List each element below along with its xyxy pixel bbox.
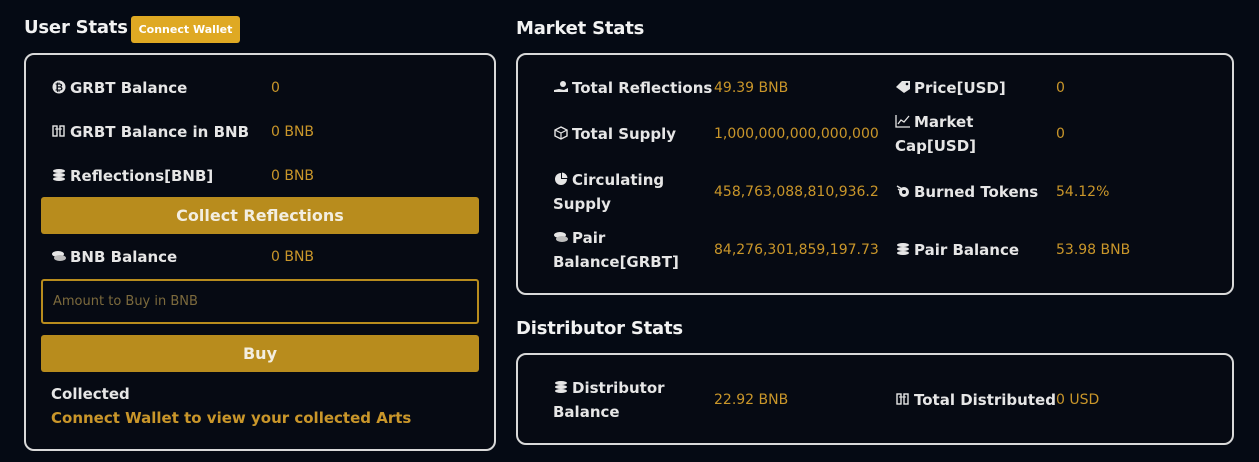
line-chart-icon — [895, 114, 911, 128]
circulating-supply-label: Circulating Supply — [553, 171, 665, 213]
connect-wallet-link[interactable]: Connect Wallet to view your collected Ar… — [51, 409, 412, 427]
user-stats-heading: User Stats — [24, 17, 128, 38]
grbt-balance-bnb-value: 0 BNB — [271, 124, 315, 140]
coins-icon — [51, 168, 67, 182]
pair-balance-label: Pair Balance — [895, 238, 1019, 262]
collected-title: Collected — [51, 385, 130, 403]
total-supply-label: Total Supply — [553, 122, 676, 146]
connect-wallet-button[interactable]: Connect Wallet — [131, 16, 240, 43]
coin-stack-icon — [51, 249, 67, 263]
total-reflections-label: Total Reflections — [553, 76, 712, 100]
hand-coins-icon — [553, 80, 569, 94]
total-distributed-label: Total Distributed — [895, 388, 1056, 412]
coin-stack-icon — [553, 230, 569, 244]
bitcoin-icon: ₿ — [51, 80, 67, 94]
coins-icon — [553, 380, 569, 394]
svg-text:₿: ₿ — [55, 82, 63, 94]
market-cap-value: 0 — [1056, 126, 1065, 142]
market-stats-panel: Total Reflections 49.39 BNB Total Supply… — [516, 53, 1234, 295]
supply-icon — [553, 126, 569, 140]
grbt-balance-value: 0 — [271, 80, 280, 96]
burned-tokens-value: 54.12% — [1056, 184, 1110, 200]
grbt-balance-bnb-label: GRBT Balance in BNB — [51, 120, 249, 144]
price-usd-label: Price[USD] — [895, 76, 1006, 100]
market-cap-label: Market Cap[USD] — [895, 113, 977, 155]
reflections-label: Reflections[BNB] — [51, 164, 213, 188]
collect-reflections-button[interactable]: Collect Reflections — [41, 197, 479, 234]
burned-tokens-label: Burned Tokens — [895, 180, 1038, 204]
amount-input[interactable] — [41, 279, 479, 324]
user-stats-panel: ₿ GRBT Balance 0 GRBT Balance in BNB 0 BN… — [24, 53, 496, 451]
grbt-balance-label: ₿ GRBT Balance — [51, 76, 187, 100]
pair-balance-value: 53.98 BNB — [1056, 242, 1131, 258]
market-stats-heading: Market Stats — [516, 18, 645, 39]
reflections-value: 0 BNB — [271, 168, 315, 184]
exchange-icon — [51, 124, 67, 138]
bnb-balance-label: BNB Balance — [51, 245, 177, 269]
price-usd-value: 0 — [1056, 80, 1065, 96]
circulating-supply-value: 458,763,088,810,936.2 — [714, 184, 879, 200]
total-supply-value: 1,000,000,000,000,000 — [714, 126, 879, 142]
distributor-balance-value: 22.92 BNB — [714, 392, 789, 408]
total-distributed-value: 0 USD — [1056, 392, 1100, 408]
pie-chart-icon — [553, 172, 569, 186]
distributor-stats-panel: Distributor Balance 22.92 BNB Total Distr… — [516, 353, 1234, 445]
tag-icon — [895, 80, 911, 94]
fire-icon — [895, 184, 911, 198]
total-reflections-value: 49.39 BNB — [714, 80, 789, 96]
distributor-stats-heading: Distributor Stats — [516, 318, 683, 339]
pair-balance-grbt-label: Pair Balance[GRBT] — [553, 229, 679, 271]
buy-button[interactable]: Buy — [41, 335, 479, 372]
coins-icon — [895, 242, 911, 256]
pair-balance-grbt-value: 84,276,301,859,197.73 — [714, 242, 879, 258]
bnb-balance-value: 0 BNB — [271, 249, 315, 265]
exchange-icon — [895, 392, 911, 406]
distributor-balance-label: Distributor Balance — [553, 379, 665, 421]
